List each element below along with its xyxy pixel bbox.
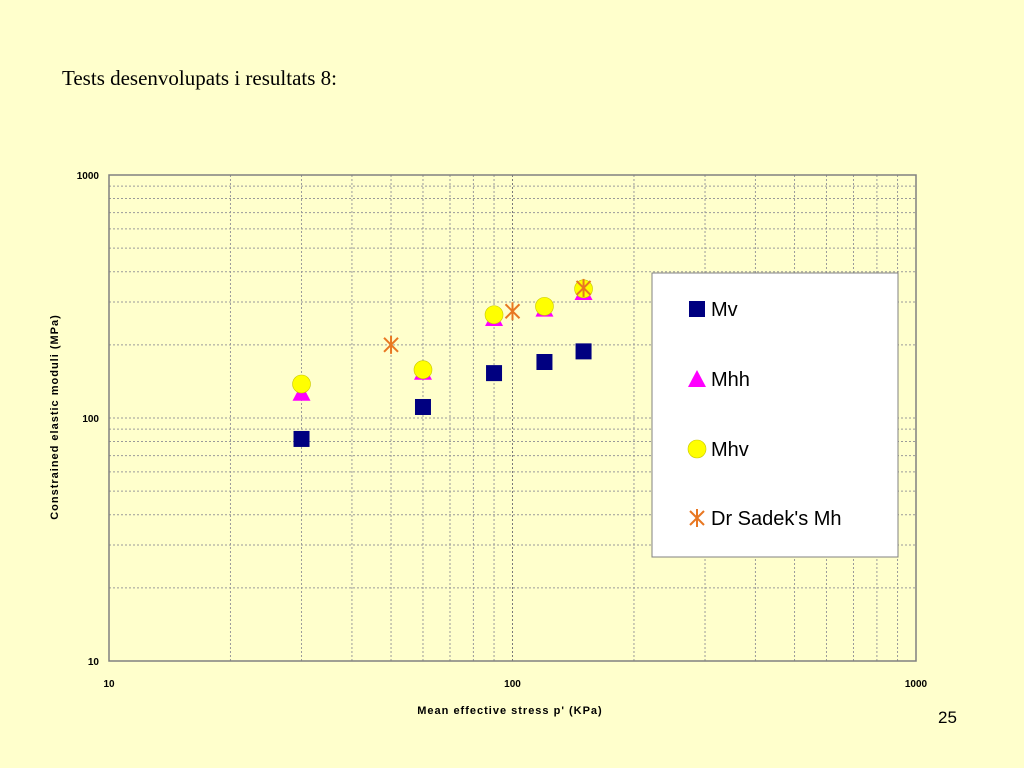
x-tick-label: 100 bbox=[504, 679, 521, 690]
legend: Mv Mhh Mhv Dr Sadek's Mh bbox=[651, 272, 899, 558]
y-tick-label: 1000 bbox=[77, 171, 100, 182]
legend-label: Mhv bbox=[711, 439, 749, 461]
legend-marker-mv bbox=[689, 301, 705, 317]
data-point-mhv bbox=[413, 360, 433, 380]
data-point-mv bbox=[486, 365, 503, 382]
page-number: 25 bbox=[938, 708, 957, 727]
legend-marker-mhh bbox=[688, 370, 706, 387]
x-axis-title: Mean effective stress p' (KPa) bbox=[417, 705, 602, 717]
slide-title: Tests desenvolupats i resultats 8: bbox=[62, 66, 337, 90]
legend-box bbox=[651, 272, 899, 558]
y-tick-label: 100 bbox=[82, 414, 99, 425]
legend-label: Mv bbox=[711, 299, 738, 321]
data-point-dr-sadek-s-mh bbox=[383, 335, 399, 354]
x-tick-labels: 10 100 1000 bbox=[103, 679, 927, 690]
data-point-mv bbox=[536, 354, 553, 371]
data-point-mv bbox=[293, 430, 310, 447]
y-axis-title: Constrained elastic moduli (MPa) bbox=[49, 314, 61, 520]
data-point-mv bbox=[414, 398, 431, 415]
y-tick-label: 10 bbox=[88, 657, 100, 668]
data-point-mhv bbox=[535, 297, 554, 316]
data-point-mv bbox=[575, 343, 592, 360]
data-point-mhv bbox=[484, 305, 504, 325]
data-points bbox=[292, 278, 593, 447]
data-point-mhv bbox=[292, 374, 311, 394]
plot-border bbox=[108, 174, 917, 662]
x-tick-label: 1000 bbox=[905, 679, 928, 690]
legend-marker-dr-sadek-s-mh bbox=[689, 509, 705, 527]
legend-label: Dr Sadek's Mh bbox=[711, 508, 842, 530]
legend-label: Mhh bbox=[711, 369, 750, 391]
x-tick-label: 10 bbox=[103, 679, 115, 690]
legend-marker-mhv bbox=[687, 439, 707, 459]
y-tick-labels: 10 100 1000 bbox=[77, 171, 100, 668]
data-point-dr-sadek-s-mh bbox=[575, 278, 592, 297]
data-point-dr-sadek-s-mh bbox=[504, 302, 521, 321]
